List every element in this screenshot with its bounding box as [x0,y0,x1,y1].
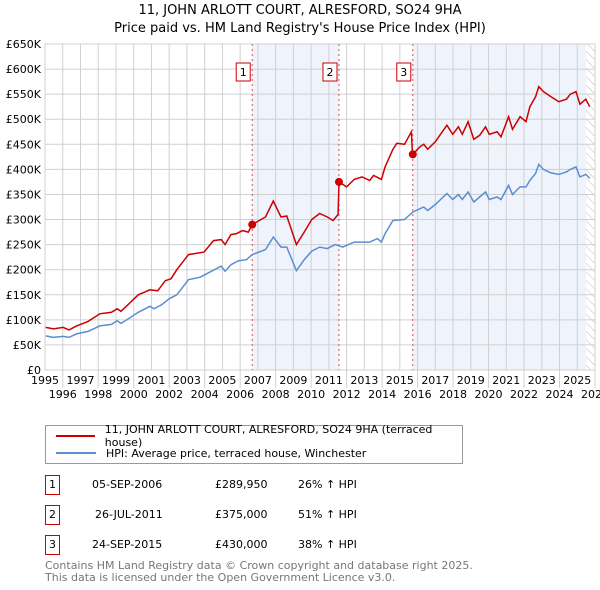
x-tick-label: 2005 [208,374,236,387]
transaction-hpi: 51% ↑ HPI [298,508,357,521]
x-tick-label: 2011 [315,374,343,387]
sale-point [248,220,257,229]
transaction-price: £375,000 [215,508,268,521]
x-tick-label: 2006 [226,388,254,401]
sale-label: 1 [240,66,247,79]
x-tick-label: 2024 [546,388,574,401]
chart-subtitle: Price paid vs. HM Land Registry's House … [114,21,486,36]
y-tick-label: £50K [13,339,42,352]
legend-blue-line [56,452,96,454]
x-tick-label: 2015 [386,374,414,387]
transaction-date: 05-SEP-2006 [92,478,163,491]
footer: Contains HM Land Registry data © Crown c… [45,560,473,584]
x-tick-label: 2008 [262,388,290,401]
y-tick-label: £150K [6,289,42,302]
x-tick-label: 1998 [84,388,112,401]
transaction-price: £430,000 [215,538,268,551]
footer-licence: This data is licensed under the Open Gov… [45,571,396,584]
transaction-price: £289,950 [215,478,268,491]
sale-label-box [235,62,251,82]
legend: 11, JOHN ARLOTT COURT, ALRESFORD, SO24 9… [45,423,463,464]
sale-label: 3 [400,66,407,79]
x-tick-label: 2017 [421,374,449,387]
x-tick-label: 2023 [528,374,556,387]
y-tick-label: £400K [6,163,42,176]
y-tick-label: £600K [6,63,42,76]
transaction-hpi: 38% ↑ HPI [298,538,357,551]
series-line [45,162,591,339]
x-tick-label: 2022 [510,388,538,401]
y-tick-label: £250K [6,239,42,252]
x-tick-label: 2001 [137,374,165,387]
x-tick-label: 1996 [49,388,77,401]
transaction-number: 3 [45,535,60,555]
sale-label: 2 [326,66,333,79]
x-tick-label: 2000 [120,388,148,401]
transaction-hpi: 26% ↑ HPI [298,478,357,491]
transaction-number: 2 [45,505,60,525]
y-tick-label: £200K [6,264,42,277]
x-tick-label: 2021 [492,374,520,387]
series-line [45,85,591,331]
transaction-row: 1 05-SEP-2006 £289,950 26% ↑ HPI [45,475,465,495]
x-tick-label: 2009 [279,374,307,387]
x-tick-label: 1995 [31,374,59,387]
shaded-region [252,44,339,370]
y-tick-label: £0 [27,364,41,377]
x-tick-label: 2019 [457,374,485,387]
x-tick-label: 2020 [475,388,503,401]
shaded-region [412,44,587,370]
transaction-number: 1 [45,475,60,495]
x-tick-label: 2010 [297,388,325,401]
sale-label-box [322,62,338,82]
transaction-row: 2 26-JUL-2011 £375,000 51% ↑ HPI [45,505,465,525]
y-tick-label: £100K [6,314,42,327]
y-tick-label: £300K [6,214,42,227]
y-tick-label: £650K [6,38,42,51]
footer-copyright: Contains HM Land Registry data © Crown c… [45,559,473,572]
y-tick-label: £500K [6,113,42,126]
transaction-date: 26-JUL-2011 [95,508,163,521]
forecast-hatch [586,44,595,370]
sale-label-box [396,62,412,82]
sale-point [334,177,343,186]
x-tick-label: 2013 [350,374,378,387]
legend-red-line [56,435,95,437]
x-tick-label: 2016 [404,388,432,401]
x-tick-label: 2007 [244,374,272,387]
x-tick-label: 2004 [191,388,219,401]
x-tick-label: 2026 [581,388,600,401]
price-chart: £0 £50K £100K £150K £200K £250K £300K £350K £400… [6,38,600,401]
transaction-date: 24-SEP-2015 [92,538,163,551]
plot-border [44,43,596,371]
y-tick-label: £450K [6,138,42,151]
sale-point [408,150,417,159]
x-tick-label: 1999 [102,374,130,387]
x-tick-label: 2025 [563,374,591,387]
transaction-row: 3 24-SEP-2015 £430,000 38% ↑ HPI [45,535,465,555]
legend-hpi-label: HPI: Average price, terraced house, Winc… [106,446,367,460]
y-tick-label: £550K [6,88,42,101]
x-tick-label: 1997 [66,374,94,387]
x-tick-label: 2014 [368,388,396,401]
y-tick-label: £350K [6,188,42,201]
x-tick-label: 2018 [439,388,467,401]
x-tick-label: 2003 [173,374,201,387]
legend-property-label: 11, JOHN ARLOTT COURT, ALRESFORD, SO24 9… [104,423,433,449]
x-tick-label: 2012 [333,388,361,401]
chart-title: 11, JOHN ARLOTT COURT, ALRESFORD, SO24 9… [138,3,462,18]
x-tick-label: 2002 [155,388,183,401]
